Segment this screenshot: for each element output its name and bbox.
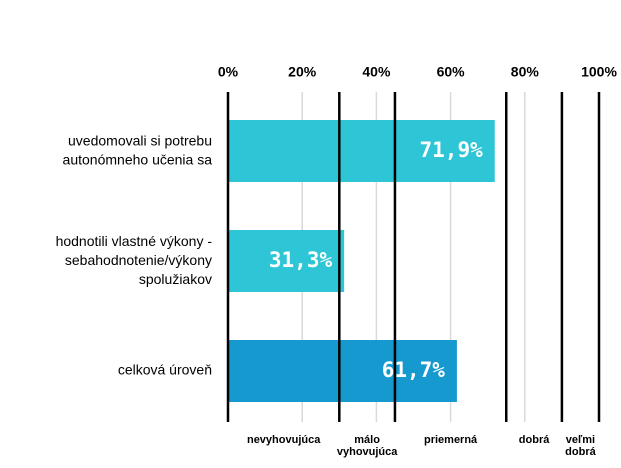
- x-tick-label: 0%: [218, 64, 239, 80]
- band-label: veľmi dobrá: [565, 434, 596, 458]
- category-label: hodnotili vlastné výkony -sebahodnotenie…: [56, 233, 213, 287]
- band-label: priemerná: [424, 434, 478, 446]
- x-tick-label: 80%: [511, 64, 540, 80]
- x-tick-label: 60%: [437, 64, 466, 80]
- x-tick-label: 100%: [581, 64, 617, 80]
- x-tick-label: 20%: [288, 64, 317, 80]
- value-label: 61,7%: [382, 358, 446, 382]
- band-label: málo vyhovujúca: [337, 434, 398, 458]
- x-tick-label: 40%: [362, 64, 391, 80]
- value-label: 31,3%: [269, 248, 333, 272]
- bar: [228, 120, 495, 182]
- bar: [228, 340, 457, 402]
- band-label: dobrá: [519, 434, 550, 446]
- bar: [228, 230, 345, 292]
- value-label: 71,9%: [420, 138, 484, 162]
- category-label: celková úroveň: [118, 362, 212, 378]
- category-label: uvedomovali si potrebu autonómneho učenia…: [63, 132, 213, 167]
- band-label: nevyhovujúca: [247, 434, 321, 446]
